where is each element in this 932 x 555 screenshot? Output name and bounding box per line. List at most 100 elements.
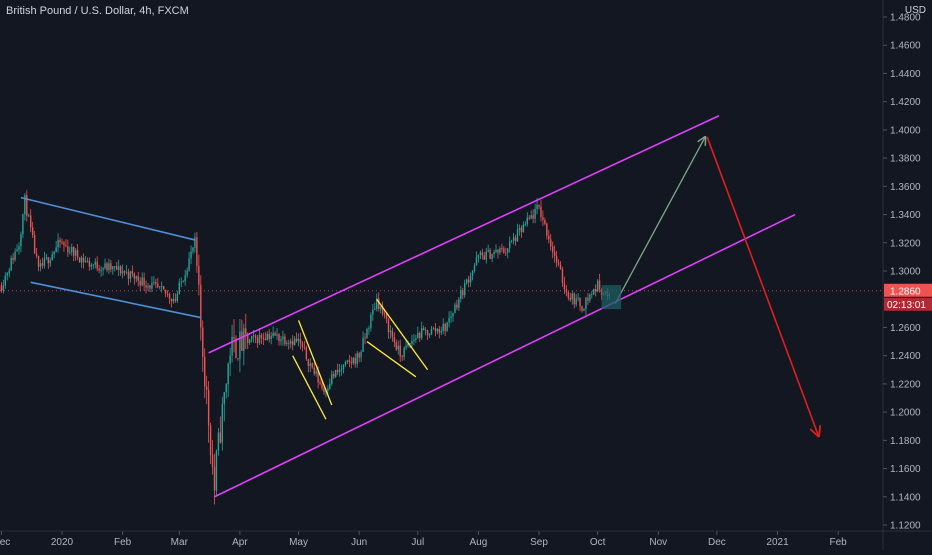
candle-body <box>344 361 347 365</box>
candle-body <box>438 328 441 333</box>
candle-body <box>557 262 560 265</box>
candle-body <box>319 382 321 384</box>
candle-body <box>30 215 32 228</box>
candle-body <box>258 334 261 344</box>
channel-lower-line[interactable] <box>30 281 201 319</box>
candle-body <box>379 306 382 310</box>
candle-body <box>98 268 100 271</box>
candle-body <box>444 323 446 332</box>
candle-body <box>182 281 184 282</box>
candle-body <box>331 373 333 384</box>
candle-body <box>55 247 57 252</box>
red-projection-arrow[interactable] <box>706 136 818 436</box>
chart-title: British Pound / U.S. Dollar, 4h, FXCM <box>6 5 189 17</box>
y-tick-label: 1.2200 <box>890 379 921 390</box>
candle-body <box>540 206 542 218</box>
candle-body <box>524 224 527 226</box>
candle-body <box>536 204 538 210</box>
flag-upper-line[interactable] <box>376 298 429 371</box>
candle-body <box>211 454 214 467</box>
candle-body <box>102 268 104 270</box>
candle-body <box>241 331 243 351</box>
candle-body <box>248 339 251 343</box>
channel-upper-line[interactable] <box>20 196 196 241</box>
candle-body <box>567 292 570 298</box>
candle-body <box>333 373 335 377</box>
candle-body <box>465 279 468 284</box>
candle-body <box>35 253 38 256</box>
channel-upper-line[interactable] <box>208 115 720 354</box>
candle-body <box>213 466 216 491</box>
y-tick-label: 1.3400 <box>890 210 921 221</box>
candle-body <box>544 220 546 224</box>
candle-body <box>338 369 341 372</box>
candle-body <box>458 298 460 308</box>
candle-body <box>503 248 505 253</box>
candle-body <box>356 353 358 364</box>
candle-body <box>399 345 401 357</box>
candle-body <box>31 227 34 236</box>
candle-body <box>514 237 517 242</box>
highlight-box[interactable] <box>601 285 622 310</box>
candle-body <box>477 255 480 258</box>
candle-body <box>317 371 319 383</box>
candle-body <box>301 343 304 348</box>
candle-body <box>217 432 220 451</box>
candle-body <box>598 280 601 289</box>
candle-body <box>223 392 225 405</box>
green-projection-arrow[interactable] <box>614 137 705 304</box>
candle-body <box>311 363 313 368</box>
flag-upper-line[interactable] <box>297 320 333 406</box>
candle-body <box>293 338 296 346</box>
x-tick-label: 2021 <box>766 537 789 548</box>
candle-body <box>147 285 149 288</box>
candle-body <box>471 270 474 276</box>
candle-body <box>180 281 182 283</box>
x-tick-label: Dec <box>708 537 726 548</box>
candle-body <box>419 333 421 338</box>
candle-body <box>297 339 300 342</box>
candle-body <box>61 242 63 243</box>
candle-body <box>583 308 585 311</box>
candle-body <box>555 255 558 263</box>
candle-body <box>381 306 384 314</box>
flag-lower-line[interactable] <box>366 341 417 378</box>
candle-body <box>520 227 523 233</box>
candle-body <box>401 356 403 358</box>
candle-body <box>225 384 227 393</box>
candle-body <box>415 338 417 340</box>
candle-body <box>489 249 491 259</box>
candle-body <box>307 359 310 367</box>
candle-body <box>393 336 396 343</box>
y-tick-label: 1.4200 <box>890 97 921 108</box>
flag-lower-line[interactable] <box>292 355 327 420</box>
candle-body <box>6 273 8 276</box>
candle-body <box>137 276 139 281</box>
candle-body <box>14 251 16 261</box>
candle-body <box>53 251 55 255</box>
candle-body <box>33 235 36 254</box>
candle-body <box>321 383 323 389</box>
candle-body <box>63 242 65 246</box>
channel-lower-line[interactable] <box>214 213 796 498</box>
candle-body <box>526 217 528 225</box>
candle-body <box>323 388 325 393</box>
candle-body <box>518 227 521 230</box>
candle-body <box>161 286 163 287</box>
candle-body <box>593 288 595 295</box>
candle-body <box>538 204 540 207</box>
candle-body <box>505 252 507 254</box>
candle-body <box>370 314 372 329</box>
candle-body <box>145 285 147 288</box>
candle-body <box>121 271 124 274</box>
candle-body <box>360 351 362 358</box>
candle-body <box>454 304 456 313</box>
candle-body <box>108 263 110 271</box>
candle-body <box>18 246 20 250</box>
candle-body <box>479 252 482 256</box>
x-tick-label: Mar <box>171 537 189 548</box>
candle-body <box>174 299 177 301</box>
candle-body <box>162 286 165 290</box>
